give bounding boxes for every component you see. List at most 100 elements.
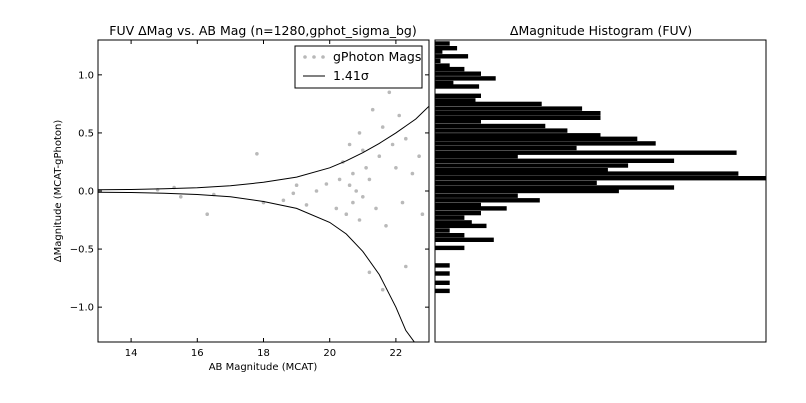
histogram-bar [435,202,481,208]
legend-marker-points [321,55,325,59]
histogram-bar [435,58,441,64]
histogram-bar [435,158,675,163]
scatter-ylabel: ΔMagnitude (MCAT-gPhoton) [53,120,64,263]
legend-label-line: 1.41σ [333,68,369,83]
scatter-point [384,224,388,228]
histogram-bar [435,237,494,242]
scatter-point [390,142,395,147]
histogram-bar [435,98,476,103]
scatter-point [291,191,296,196]
scatter-point [397,113,402,118]
histogram-bar [435,80,454,86]
histogram-bar [435,223,487,229]
scatter-point [314,189,319,193]
histogram-bar [435,210,481,216]
scatter-point [351,200,355,205]
y-tick-label: 0.5 [78,128,94,139]
histogram-bar [435,133,601,138]
histogram-bar [435,141,656,146]
scatter-point [394,166,398,170]
histogram-bar [435,163,629,168]
histogram-bar [435,115,601,120]
x-tick-label: 22 [390,348,403,359]
scatter-point [387,90,392,95]
scatter-point [400,200,405,205]
histogram-bar [435,171,739,176]
scatter-point [354,189,359,193]
scatter-point [380,125,385,129]
legend-marker-points [303,55,307,59]
scatter-point [357,131,362,135]
scatter-points [155,61,425,292]
scatter-point [410,171,415,176]
scatter-point [374,206,378,211]
y-tick-label: 1.0 [78,70,94,81]
scatter-x-ticks: 14 16 18 20 22 [125,40,403,359]
histogram-bar [435,288,450,294]
scatter-point [304,203,309,207]
histogram-bar [435,111,601,116]
legend-label-points: gPhoton Mags [333,49,421,64]
scatter-point [404,136,408,141]
histogram-bar [435,145,577,151]
scatter-point [367,270,372,275]
histogram-bar [435,84,480,89]
scatter-point [347,142,352,147]
histogram-bar [435,185,675,190]
x-tick-label: 16 [191,348,204,359]
scatter-point [361,195,365,199]
histogram-bar [435,228,450,233]
histogram-bar [435,245,465,251]
histogram-bar [435,54,469,59]
histogram-bar [435,271,450,276]
histogram-panel: ΔMagnitude Histogram (FUV) [434,23,767,343]
scatter-point [361,148,365,153]
legend-marker-points [312,55,316,59]
scatter-point [380,287,385,292]
histogram-bar [435,198,540,203]
histogram-bar [435,101,542,107]
histogram-bar [435,123,546,129]
scatter-point [255,152,259,156]
histogram-bar [435,206,507,211]
histogram-bar [435,93,481,98]
histogram-bar [435,215,465,220]
scatter-point [347,183,352,187]
histogram-bar [435,150,737,155]
histogram-bar [435,41,450,46]
sigma-lines [98,105,429,342]
scatter-point [367,177,372,182]
sigma-upper-line [98,105,429,191]
histogram-bar [435,76,496,81]
scatter-y-ticks: 1.0 0.5 0.0 −0.5 −1.0 [70,70,429,314]
scatter-point [404,264,408,269]
scatter-point [420,212,425,216]
scatter-point [357,218,362,222]
histogram-bar [435,49,443,54]
scatter-point [364,166,368,170]
y-tick-label: −0.5 [70,245,94,256]
x-tick-label: 20 [323,348,336,359]
histogram-bar [435,63,450,68]
histogram-bar [435,167,608,173]
histogram-bar [435,263,450,268]
x-tick-label: 18 [257,348,270,359]
histogram-bar [435,66,465,72]
histogram-axes-frame [434,39,767,343]
scatter-panel: FUV ΔMag vs. AB Mag (n=1280,gphot_sigma_… [53,23,430,373]
scatter-point [179,195,183,199]
histogram-bar [435,233,465,238]
scatter-title: FUV ΔMag vs. AB Mag (n=1280,gphot_sigma_… [109,23,416,38]
scatter-xlabel: AB Magnitude (MCAT) [209,362,318,373]
histogram-bar [435,176,766,181]
y-tick-label: −1.0 [70,303,94,314]
sigma-lower-line [98,191,415,342]
scatter-point [351,171,355,176]
histogram-bar [435,46,458,51]
histogram-bar [435,119,481,124]
y-tick-label: 0.0 [78,187,94,198]
x-tick-label: 14 [125,348,138,359]
scatter-point [344,212,349,216]
scatter-point [324,182,329,186]
